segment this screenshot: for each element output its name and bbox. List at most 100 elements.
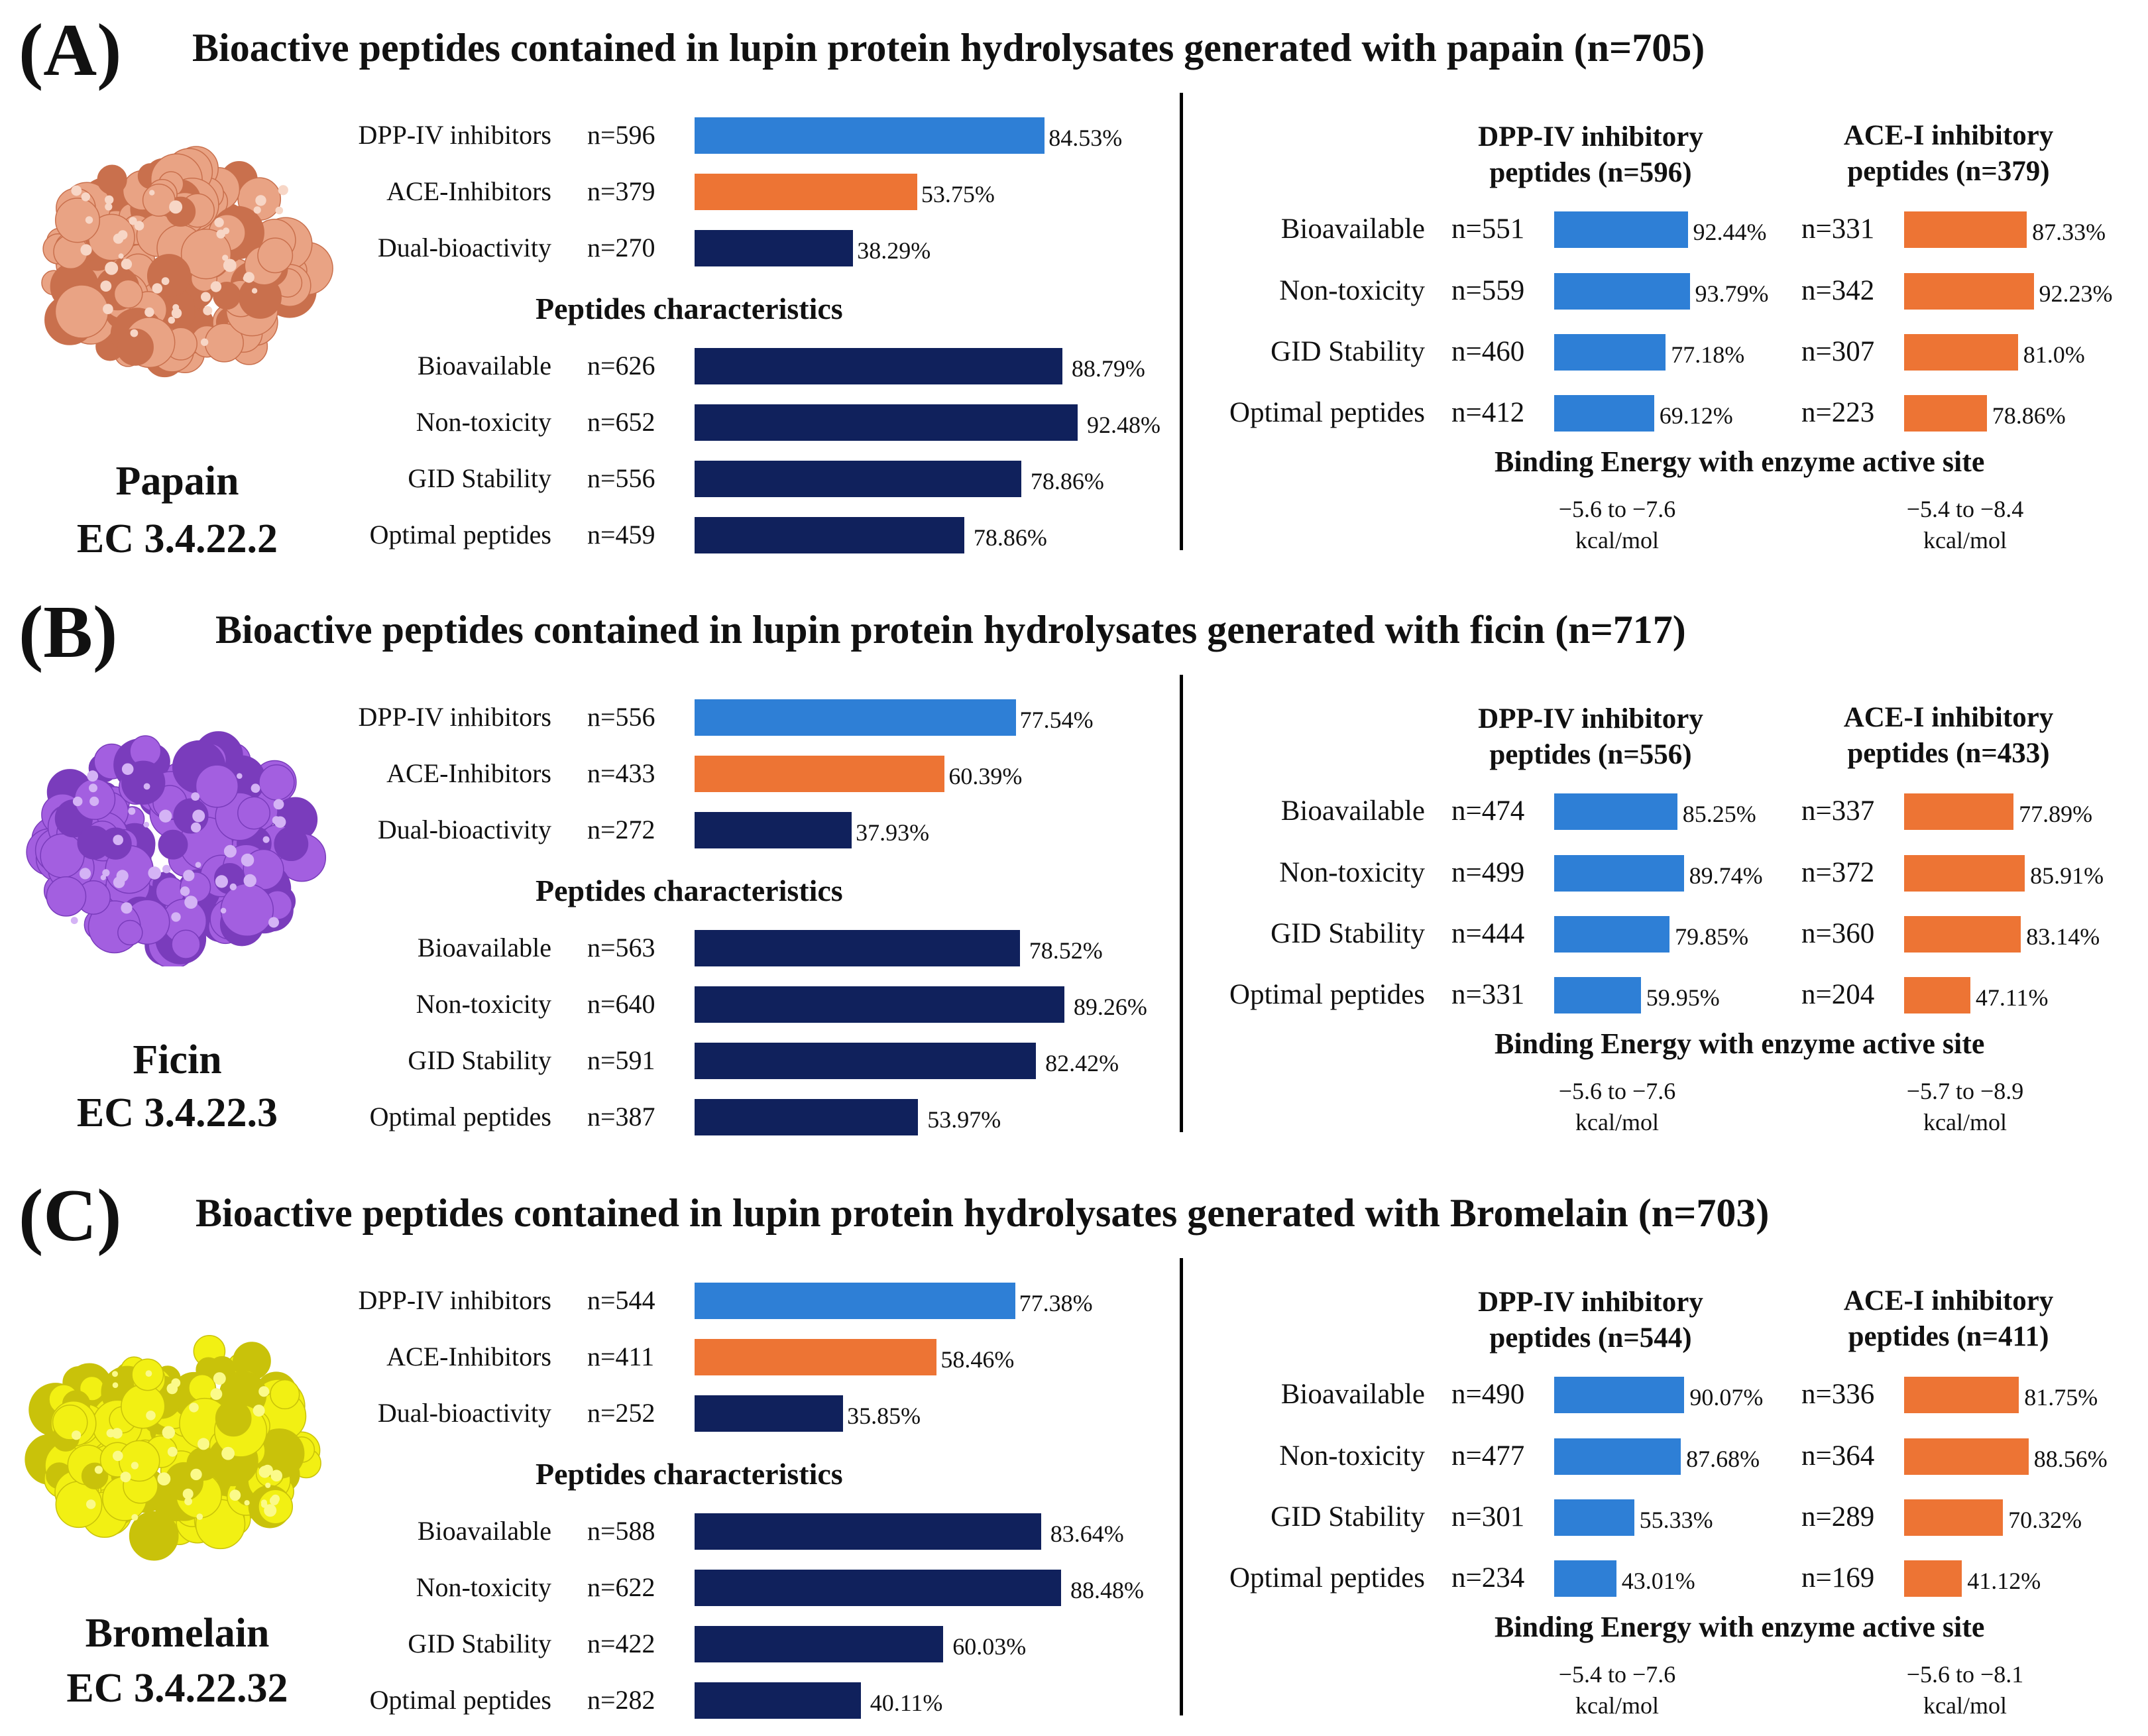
dpp-row-count: n=234 — [1451, 1562, 1525, 1593]
row-count: n=270 — [587, 233, 655, 262]
panel-letter: (A) — [19, 9, 122, 91]
bar-dpp — [1554, 793, 1677, 830]
bar-ace — [695, 1339, 937, 1375]
panel-letter: (C) — [19, 1175, 122, 1257]
dpp-percent-label: 85.25% — [1682, 801, 1756, 827]
bar-ace — [1904, 273, 2034, 310]
ace-row-count: n=372 — [1801, 857, 1875, 888]
bar-ace — [1904, 855, 2025, 892]
panel-divider — [1180, 1258, 1183, 1715]
bar-ace — [1904, 395, 1987, 432]
row-label: GID Stability — [408, 1629, 551, 1658]
panel-a: (A) Bioactive peptides contained in lupin… — [0, 0, 2148, 570]
ace-row-count: n=342 — [1801, 275, 1875, 306]
bar-ace — [1904, 1438, 2029, 1475]
dpp-binding-energy: −5.6 to −7.6 kcal/mol — [1514, 1076, 1720, 1138]
dpp-percent-label: 43.01% — [1621, 1568, 1695, 1594]
ace-column-header: ACE-I inhibitory peptides (n=411) — [1763, 1283, 2134, 1355]
dpp-row-count: n=460 — [1451, 336, 1525, 367]
row-label: DPP-IV inhibitors — [358, 702, 551, 732]
binding-line: −5.4 to −7.6 — [1558, 1661, 1676, 1688]
row-count: n=459 — [587, 520, 655, 550]
dpp-percent-label: 79.85% — [1675, 923, 1749, 950]
ace-header-line: peptides (n=379) — [1847, 155, 2050, 187]
ace-row-count: n=169 — [1801, 1562, 1875, 1593]
dpp-row-count: n=490 — [1451, 1379, 1525, 1410]
dpp-percent-label: 90.07% — [1689, 1384, 1764, 1411]
row-count: n=591 — [587, 1045, 655, 1075]
dpp-row-count: n=331 — [1451, 979, 1525, 1010]
row-label: Optimal peptides — [1229, 979, 1425, 1010]
row-label: Dual-bioactivity — [377, 1398, 551, 1428]
ace-percent-label: 85.91% — [2030, 862, 2104, 889]
row-count: n=272 — [587, 815, 655, 844]
ace-percent-label: 70.32% — [2008, 1507, 2082, 1533]
bar-dpp — [1554, 211, 1688, 248]
row-count: n=282 — [587, 1685, 655, 1715]
row-count: n=556 — [587, 463, 655, 493]
bar-navy — [695, 230, 854, 266]
bar-dpp — [695, 1283, 1015, 1319]
dpp-percent-label: 59.95% — [1646, 984, 1720, 1011]
row-label: GID Stability — [1271, 1501, 1425, 1533]
bar-percent-label: 77.54% — [1019, 707, 1094, 733]
row-count: n=556 — [587, 702, 655, 732]
ace-percent-label: 92.23% — [2039, 280, 2113, 307]
bar-ace — [1904, 916, 2021, 953]
characteristics-title: Peptides characteristics — [536, 874, 843, 907]
bar-characteristic — [695, 461, 1021, 497]
row-count: n=622 — [587, 1572, 655, 1602]
bar-percent-label: 88.48% — [1070, 1577, 1144, 1603]
ace-row-count: n=331 — [1801, 213, 1875, 245]
characteristics-title: Peptides characteristics — [536, 1457, 843, 1491]
dpp-row-count: n=301 — [1451, 1501, 1525, 1533]
dpp-row-count: n=559 — [1451, 275, 1525, 306]
bar-characteristic — [695, 404, 1078, 441]
row-count: n=379 — [587, 176, 655, 206]
bar-ace — [1904, 211, 2027, 248]
dpp-percent-label: 87.68% — [1686, 1446, 1760, 1472]
row-count: n=411 — [587, 1342, 655, 1371]
ace-row-count: n=307 — [1801, 336, 1875, 367]
row-count: n=387 — [587, 1102, 655, 1131]
bar-dpp — [1554, 1438, 1681, 1475]
ace-percent-label: 78.86% — [1992, 402, 2066, 429]
bar-percent-label: 89.26% — [1073, 994, 1147, 1020]
enzyme-ec-number: EC 3.4.22.3 — [76, 1090, 278, 1135]
bar-characteristic — [695, 1043, 1037, 1079]
ace-row-count: n=360 — [1801, 918, 1875, 949]
ace-percent-label: 41.12% — [1967, 1568, 2041, 1594]
row-count: n=422 — [587, 1629, 655, 1658]
dpp-header-line: peptides (n=544) — [1489, 1322, 1692, 1354]
row-label: DPP-IV inhibitors — [358, 1285, 551, 1315]
row-label: Bioavailable — [417, 933, 551, 962]
bar-ace — [695, 756, 945, 792]
dpp-row-count: n=499 — [1451, 857, 1525, 888]
row-label: Optimal peptides — [369, 1102, 551, 1131]
dpp-column-header: DPP-IV inhibitory peptides (n=596) — [1402, 119, 1780, 191]
dpp-header-line: DPP-IV inhibitory — [1478, 121, 1703, 152]
row-label: Optimal peptides — [369, 520, 551, 550]
ace-header-line: ACE-I inhibitory — [1843, 702, 2054, 733]
bar-percent-label: 77.38% — [1019, 1290, 1093, 1316]
row-label: Non-toxicity — [1279, 275, 1425, 306]
binding-line: −5.6 to −7.6 — [1558, 496, 1676, 522]
ace-percent-label: 81.75% — [2024, 1384, 2098, 1411]
ace-percent-label: 47.11% — [1975, 984, 2049, 1011]
bar-ace — [1904, 1377, 2019, 1413]
row-count: n=544 — [587, 1285, 655, 1315]
dpp-percent-label: 93.79% — [1695, 280, 1769, 307]
row-label: Optimal peptides — [1229, 397, 1425, 428]
row-label: GID Stability — [1271, 918, 1425, 949]
dpp-percent-label: 77.18% — [1671, 341, 1745, 368]
bar-percent-label: 84.53% — [1048, 125, 1123, 151]
ace-binding-energy: −5.4 to −8.4 kcal/mol — [1862, 494, 2068, 556]
enzyme-name: Bromelain — [85, 1611, 270, 1656]
row-label: Optimal peptides — [369, 1685, 551, 1715]
protein-surface-graphic — [26, 731, 327, 969]
ace-percent-label: 87.33% — [2032, 219, 2106, 245]
bar-ace — [1904, 1499, 2004, 1536]
protein-surface-graphic — [41, 146, 333, 378]
bar-percent-label: 58.46% — [940, 1346, 1015, 1373]
row-count: n=652 — [587, 407, 655, 437]
